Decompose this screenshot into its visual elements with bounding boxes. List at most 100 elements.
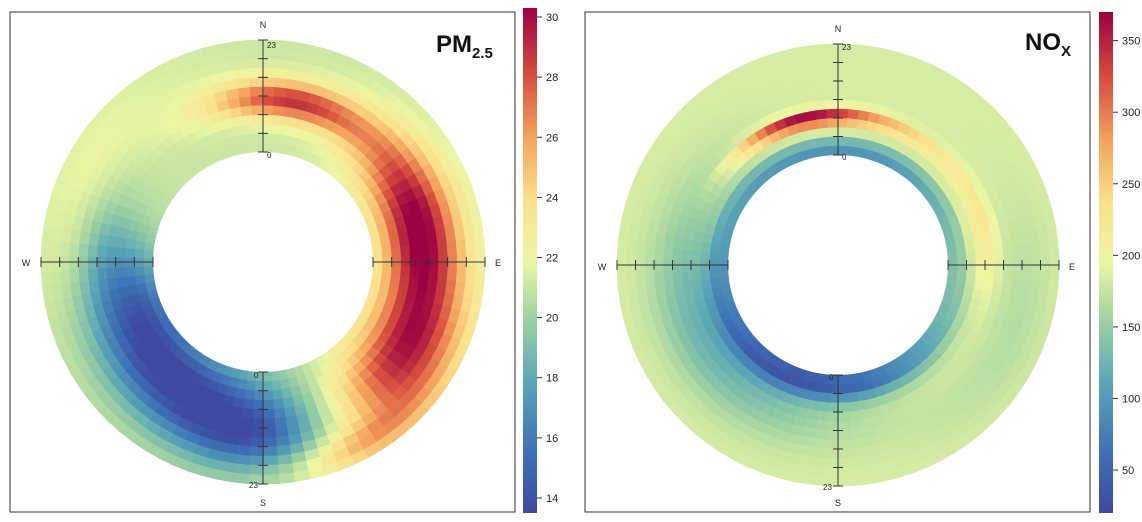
heat-cell [865,54,884,68]
heat-cell [271,114,285,126]
heat-cell [453,163,470,184]
heat-cell [287,69,305,82]
heat-cell [855,390,868,402]
heat-cell [262,390,274,401]
heat-cell [902,167,916,182]
heat-cell [450,294,464,313]
heat-cell [275,453,293,466]
heat-cell [662,269,674,285]
heat-cell [923,451,943,468]
heat-cell [283,97,299,109]
heat-cell [791,102,807,116]
pm25-panel: N S E W 23 0 0 23 PM2.5 14 16 18 20 22 24 26 28… [0,0,572,517]
heat-cell [947,251,958,262]
heat-cell [97,232,109,247]
heat-cell [837,108,850,119]
heat-cell [855,128,868,140]
heat-cell [848,428,864,440]
heat-cell [968,218,982,233]
heat-cell [446,240,458,257]
north-hour-end: 23 [267,41,276,50]
heat-cell [276,463,294,475]
heat-cell [826,411,839,422]
heat-cell [993,246,1004,261]
heat-cell [852,146,864,158]
heat-cell [861,82,878,95]
heat-cell [233,124,246,137]
heat-cell [453,340,470,361]
heat-cell [1002,269,1014,285]
heat-cell [474,237,486,256]
heat-cell [625,241,637,259]
heat-cell [227,97,243,109]
heat-cell [465,238,476,256]
heat-cell [955,276,967,289]
heat-cell [306,44,326,58]
heat-cell [873,84,890,98]
heat-cell [676,302,690,318]
heat-cell [796,120,811,133]
heat-cell [645,230,657,247]
heat-cell [414,220,428,236]
heat-cell [820,145,831,157]
heat-cell [645,369,664,390]
heat-cell [682,236,694,251]
heat-cell [1034,212,1048,231]
polar-heatmap [40,39,486,485]
heat-cell [216,99,232,112]
heat-cell [1043,300,1057,320]
colorbar-tick-label: 350 [1122,36,1140,48]
heat-cell [223,433,240,446]
heat-cell [674,224,687,239]
heat-cell [798,82,815,95]
heat-cell [700,277,712,290]
heat-cell [208,110,224,124]
heat-cell [806,399,820,412]
heat-cell [240,105,254,117]
heat-cell [851,465,869,477]
heat-cell [683,289,696,304]
heat-cell [622,195,637,215]
heat-cell [627,180,643,201]
colorbar-tick-label: 18 [546,373,558,385]
heat-cell [915,435,935,451]
heat-cell [226,135,239,148]
heat-cell [78,241,89,257]
heat-cell [960,221,973,235]
heat-cell [460,296,474,315]
heat-cell [635,270,646,288]
heat-cell [995,210,1009,226]
heat-cell [644,323,660,342]
heat-cell [956,268,967,280]
heat-cell [230,472,250,484]
heat-cell [445,337,461,357]
heat-cell [908,343,922,358]
heat-cell [126,283,139,297]
heat-cell [880,468,901,482]
heat-cell [60,281,73,299]
heat-cell [822,466,840,478]
heat-cell [428,175,444,194]
chart-title: PM2.5 [436,31,493,62]
heat-cell [185,461,206,477]
heat-cell [273,426,289,438]
heat-cell [442,320,458,340]
heat-cell [964,277,976,290]
heat-cell [46,312,62,332]
heat-cell [230,40,250,52]
heat-cell [179,438,198,454]
heat-cell [409,266,420,280]
heat-cell [682,279,694,294]
heat-cell [880,48,901,62]
heat-cell [810,447,827,459]
heat-cell [1025,214,1038,233]
heat-cell [400,245,411,258]
heat-cell [429,203,443,221]
heat-cell [50,268,61,286]
heat-cell [272,407,286,419]
heat-cell [249,86,264,97]
heat-cell [800,91,816,104]
heat-cell [986,187,1001,204]
heat-cell [398,275,410,289]
heat-cell [850,456,868,468]
